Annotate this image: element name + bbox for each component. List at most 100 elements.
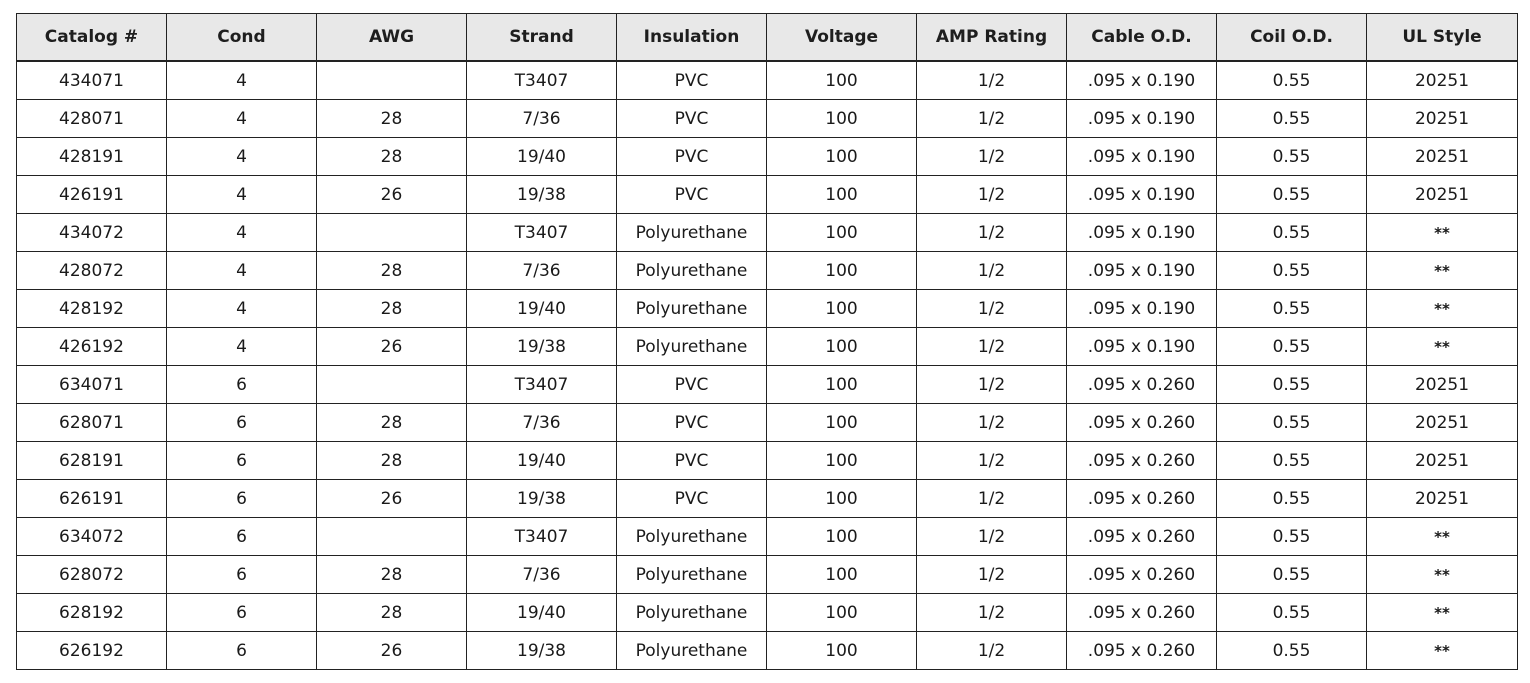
cell-ul-style: 20251 bbox=[1366, 441, 1518, 480]
cell-cable-o-d: .095 x 0.190 bbox=[1066, 213, 1217, 252]
cell-insulation: PVC bbox=[616, 175, 767, 214]
cell-ul-style: 20251 bbox=[1366, 99, 1518, 138]
cell-cond: 4 bbox=[166, 175, 317, 214]
cell-amp-rating: 1/2 bbox=[916, 365, 1067, 404]
cell-voltage: 100 bbox=[766, 631, 917, 670]
cell-amp-rating: 1/2 bbox=[916, 175, 1067, 214]
cell-awg: 26 bbox=[316, 327, 467, 366]
cell-catalog: 634072 bbox=[16, 517, 167, 556]
cell-awg: 26 bbox=[316, 175, 467, 214]
cell-cond: 4 bbox=[166, 213, 317, 252]
cell-cond: 4 bbox=[166, 289, 317, 328]
table-row: 628072 6 28 7/36 Polyurethane 100 1/2.095 x 0.… bbox=[16, 555, 1518, 594]
cell-cond: 6 bbox=[166, 517, 317, 556]
column-header-strand: Strand bbox=[466, 13, 617, 62]
table-row: 628071 6 28 7/36 PVC 100 1/2.095 x 0.260 0.55 20… bbox=[16, 403, 1518, 442]
cell-amp-rating: 1/2 bbox=[916, 555, 1067, 594]
table-row: 628191 6 28 19/40 PVC 100 1/2.095 x 0.260 0.55 2… bbox=[16, 441, 1518, 480]
cell-strand: 19/40 bbox=[466, 441, 617, 480]
cell-ul-style: ** bbox=[1366, 213, 1518, 252]
column-header-cable-o-d: Cable O.D. bbox=[1066, 13, 1217, 62]
cell-voltage: 100 bbox=[766, 441, 917, 480]
cell-voltage: 100 bbox=[766, 60, 917, 100]
cell-coil-o-d: 0.55 bbox=[1216, 251, 1367, 290]
cell-ul-style: ** bbox=[1366, 251, 1518, 290]
cell-insulation: PVC bbox=[616, 365, 767, 404]
cell-catalog: 428191 bbox=[16, 137, 167, 176]
cell-strand: 19/38 bbox=[466, 327, 617, 366]
cell-insulation: PVC bbox=[616, 137, 767, 176]
cell-coil-o-d: 0.55 bbox=[1216, 137, 1367, 176]
cell-strand: 7/36 bbox=[466, 99, 617, 138]
cell-catalog: 628191 bbox=[16, 441, 167, 480]
cell-voltage: 100 bbox=[766, 289, 917, 328]
cell-strand: 19/40 bbox=[466, 137, 617, 176]
cell-cond: 6 bbox=[166, 365, 317, 404]
table-row: 434072 4 T3407 Polyurethane 100 1/2.095 x 0.1… bbox=[16, 213, 1518, 252]
table-row: 626191 6 26 19/38 PVC 100 1/2.095 x 0.260 0.55 2… bbox=[16, 479, 1518, 518]
cell-voltage: 100 bbox=[766, 251, 917, 290]
cell-coil-o-d: 0.55 bbox=[1216, 555, 1367, 594]
cell-cable-o-d: .095 x 0.260 bbox=[1066, 365, 1217, 404]
cell-catalog: 626192 bbox=[16, 631, 167, 670]
cell-strand: T3407 bbox=[466, 60, 617, 100]
cell-cond: 4 bbox=[166, 60, 317, 100]
cell-cond: 6 bbox=[166, 479, 317, 518]
cell-cond: 4 bbox=[166, 99, 317, 138]
cell-ul-style: ** bbox=[1366, 631, 1518, 670]
cell-amp-rating: 1/2 bbox=[916, 517, 1067, 556]
table-row: 428191 4 28 19/40 PVC 100 1/2.095 x 0.190 0.55 2… bbox=[16, 137, 1518, 176]
cell-cond: 4 bbox=[166, 327, 317, 366]
cell-coil-o-d: 0.55 bbox=[1216, 517, 1367, 556]
cell-coil-o-d: 0.55 bbox=[1216, 479, 1367, 518]
cell-coil-o-d: 0.55 bbox=[1216, 327, 1367, 366]
cell-strand: T3407 bbox=[466, 213, 617, 252]
table-row: 628192 6 28 19/40 Polyurethane 100 1/2.095 x 0… bbox=[16, 593, 1518, 632]
table-row: 428071 4 28 7/36 PVC 100 1/2.095 x 0.190 0.55 20… bbox=[16, 99, 1518, 138]
cable-spec-sheet: Catalog # Cond AWG Strand Insulation Voltage A… bbox=[16, 13, 1518, 670]
cell-insulation: PVC bbox=[616, 479, 767, 518]
cell-strand: 19/40 bbox=[466, 593, 617, 632]
cell-insulation: Polyurethane bbox=[616, 555, 767, 594]
cell-ul-style: ** bbox=[1366, 593, 1518, 632]
cell-amp-rating: 1/2 bbox=[916, 327, 1067, 366]
cell-awg: 28 bbox=[316, 137, 467, 176]
table-header: Catalog # Cond AWG Strand Insulation Voltage A… bbox=[16, 13, 1518, 62]
cell-amp-rating: 1/2 bbox=[916, 251, 1067, 290]
cell-insulation: PVC bbox=[616, 99, 767, 138]
cell-strand: 19/38 bbox=[466, 479, 617, 518]
cell-awg: 28 bbox=[316, 289, 467, 328]
cell-catalog: 428071 bbox=[16, 99, 167, 138]
cell-voltage: 100 bbox=[766, 327, 917, 366]
cell-insulation: Polyurethane bbox=[616, 251, 767, 290]
cell-catalog: 626191 bbox=[16, 479, 167, 518]
cell-awg: 26 bbox=[316, 479, 467, 518]
cell-ul-style: ** bbox=[1366, 327, 1518, 366]
cell-catalog: 426192 bbox=[16, 327, 167, 366]
cell-cable-o-d: .095 x 0.190 bbox=[1066, 175, 1217, 214]
cell-insulation: Polyurethane bbox=[616, 327, 767, 366]
cell-voltage: 100 bbox=[766, 593, 917, 632]
cell-strand: 7/36 bbox=[466, 403, 617, 442]
cell-catalog: 628192 bbox=[16, 593, 167, 632]
cell-catalog: 426191 bbox=[16, 175, 167, 214]
cell-ul-style: 20251 bbox=[1366, 365, 1518, 404]
cell-catalog: 428192 bbox=[16, 289, 167, 328]
cell-ul-style: 20251 bbox=[1366, 60, 1518, 100]
table-row: 634071 6 T3407 PVC 100 1/2.095 x 0.260 0.55 202… bbox=[16, 365, 1518, 404]
column-header-catalog: Catalog # bbox=[16, 13, 167, 62]
cell-cable-o-d: .095 x 0.260 bbox=[1066, 555, 1217, 594]
cell-strand: T3407 bbox=[466, 365, 617, 404]
cell-awg bbox=[316, 517, 467, 556]
table-row: 428192 4 28 19/40 Polyurethane 100 1/2.095 x 0… bbox=[16, 289, 1518, 328]
cell-coil-o-d: 0.55 bbox=[1216, 593, 1367, 632]
cell-coil-o-d: 0.55 bbox=[1216, 441, 1367, 480]
cell-coil-o-d: 0.55 bbox=[1216, 175, 1367, 214]
cell-strand: 7/36 bbox=[466, 251, 617, 290]
cell-insulation: PVC bbox=[616, 441, 767, 480]
cell-cond: 4 bbox=[166, 251, 317, 290]
table-row: 634072 6 T3407 Polyurethane 100 1/2.095 x 0.2… bbox=[16, 517, 1518, 556]
cell-cable-o-d: .095 x 0.190 bbox=[1066, 327, 1217, 366]
cell-strand: 7/36 bbox=[466, 555, 617, 594]
cell-ul-style: 20251 bbox=[1366, 175, 1518, 214]
